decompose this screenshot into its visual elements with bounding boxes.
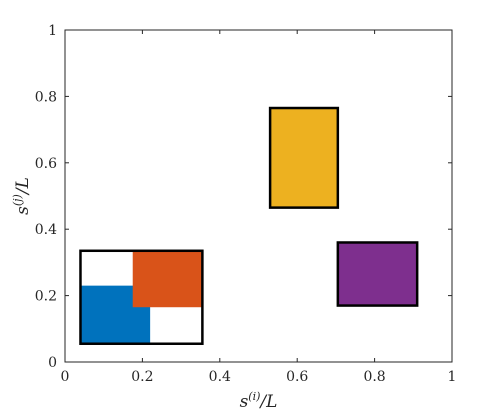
x-axis-label: s(i)/L [240, 390, 278, 412]
rect-4 [336, 241, 419, 307]
y-tick-label: 0.2 [35, 289, 57, 305]
y-tick-label: 0 [48, 355, 57, 371]
y-tick-label: 0.8 [35, 89, 57, 105]
x-tick-label: 0.6 [286, 369, 308, 385]
plot-frame [64, 29, 453, 363]
y-axis-label: s(j)/L [11, 177, 33, 215]
ticks-layer: 0 0.2 0.4 0.6 0.8 1 0 0.2 0.4 0.6 0.8 1 [35, 23, 457, 385]
x-tick-label: 0.4 [209, 369, 231, 385]
y-tick-label: 0.4 [35, 222, 57, 238]
y-tick-label: 1 [48, 23, 57, 39]
rect-1 [132, 250, 203, 308]
x-tick-label: 0.2 [131, 369, 153, 385]
x-tick-label: 0.8 [363, 369, 385, 385]
rect-3 [268, 106, 340, 209]
x-tick-label: 0 [61, 369, 70, 385]
rect-2 [79, 249, 204, 345]
x-tick-label: 1 [448, 369, 457, 385]
y-tick-label: 0.6 [35, 156, 57, 172]
rectangles-layer [79, 106, 419, 345]
